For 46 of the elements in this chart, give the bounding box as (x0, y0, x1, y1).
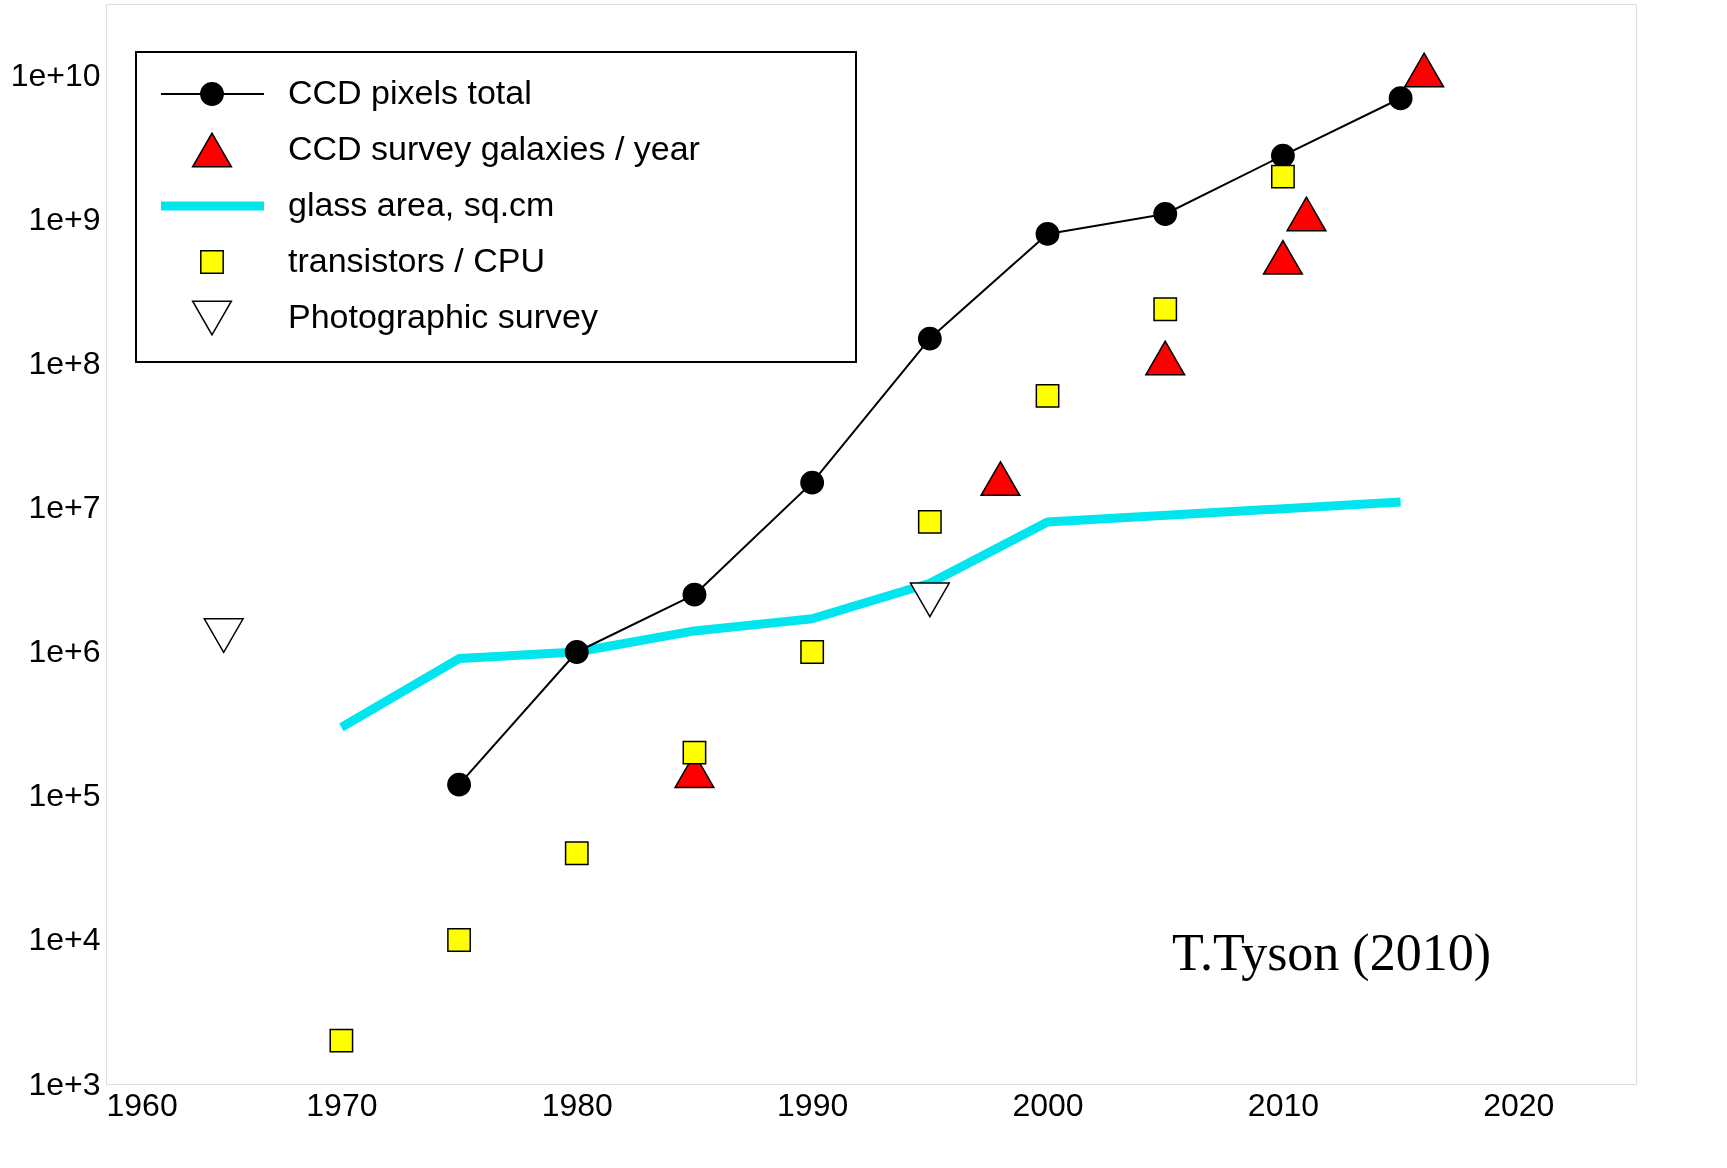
point (800, 640, 825, 664)
point (682, 582, 707, 607)
y-tick-label: 1e+6 (28, 633, 101, 670)
x-tick-label: 2010 (1247, 1086, 1320, 1123)
y-tick-label: 1e+10 (10, 57, 101, 94)
point (564, 841, 589, 866)
point (1404, 52, 1445, 88)
point (564, 640, 589, 664)
point (1270, 143, 1295, 168)
point (1270, 164, 1295, 189)
legend-label: CCD survey galaxies / year (288, 129, 700, 167)
point (1035, 383, 1060, 408)
point (1145, 340, 1186, 376)
y-tick-label: 1e+8 (28, 345, 101, 382)
legend-label: transistors / CPU (288, 241, 545, 279)
legend-label: Photographic survey (288, 297, 598, 335)
y-tick-label: 1e+7 (28, 489, 101, 526)
point (980, 461, 1021, 497)
legend-label: glass area, sq.cm (288, 185, 555, 223)
point (203, 618, 244, 654)
point (447, 928, 472, 952)
x-tick-label: 2000 (1012, 1086, 1084, 1123)
x-tick-label: 1990 (777, 1086, 849, 1123)
point (1286, 196, 1327, 232)
y-tick-label: 1e+3 (28, 1065, 101, 1102)
point (1388, 86, 1413, 111)
x-tick-label: 2020 (1483, 1086, 1555, 1123)
y-tick-label: 1e+9 (28, 201, 101, 238)
x-tick-label: 1960 (106, 1086, 178, 1123)
y-tick-label: 1e+5 (28, 777, 101, 814)
point (1262, 239, 1304, 275)
point (800, 470, 825, 495)
point (1035, 222, 1060, 246)
point (682, 740, 707, 765)
legend-label: CCD pixels total (288, 73, 532, 111)
point (329, 1028, 354, 1053)
point (909, 582, 950, 618)
x-tick-label: 1970 (306, 1086, 378, 1123)
point (1153, 297, 1178, 322)
y-tick-label: 1e+4 (28, 921, 101, 958)
point (1153, 202, 1178, 226)
point (447, 772, 472, 797)
point (917, 326, 942, 351)
point (917, 510, 942, 534)
annotation: T.Tyson (2010) (1172, 924, 1491, 982)
x-tick-label: 1980 (541, 1086, 613, 1123)
